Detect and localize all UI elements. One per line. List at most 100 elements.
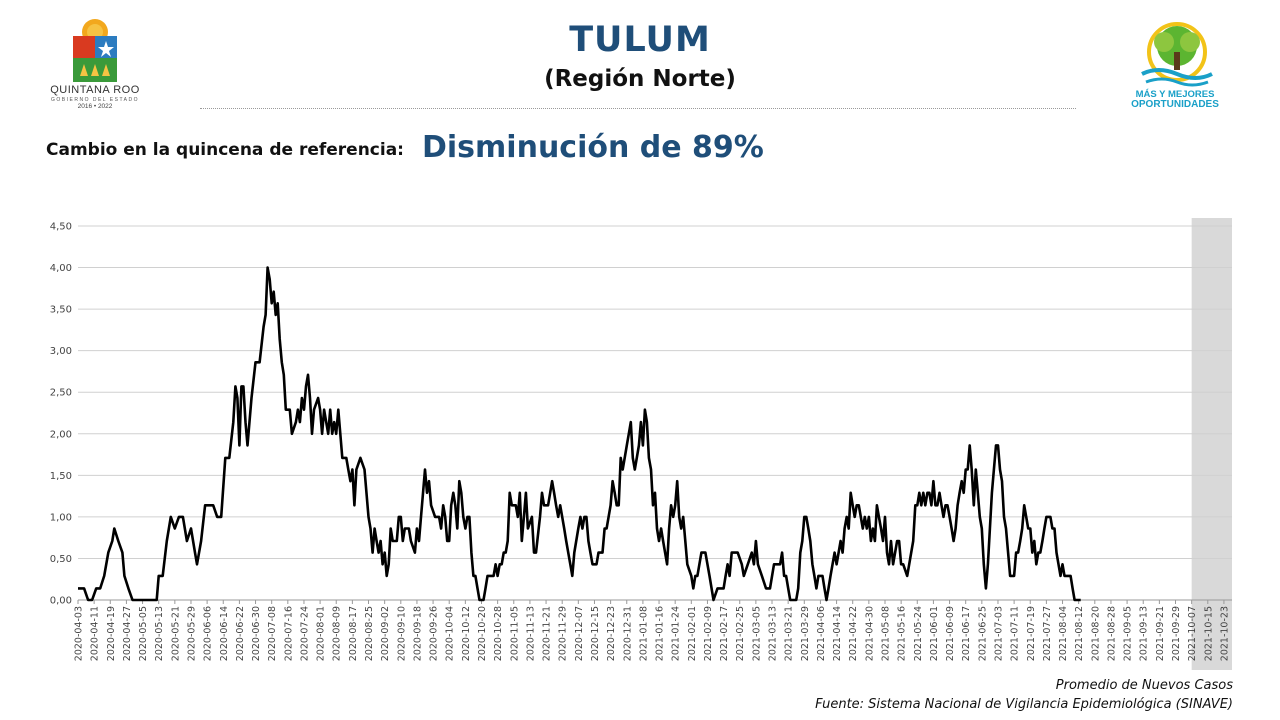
x-tick-label: 2021-05-24 <box>913 606 924 661</box>
series-line <box>78 266 1081 602</box>
logo-right-line1: MÁS Y MEJORES <box>1135 89 1215 100</box>
x-tick-label: 2020-06-30 <box>251 606 262 661</box>
x-tick-label: 2021-04-06 <box>816 606 827 661</box>
x-tick-label: 2020-04-11 <box>90 606 101 661</box>
x-tick-label: 2020-06-22 <box>235 606 246 661</box>
x-tick-label: 2020-05-13 <box>154 606 165 661</box>
chart-note: Promedio de Nuevos Casos <box>1055 678 1233 693</box>
y-tick-label: 3,00 <box>50 346 72 357</box>
source-note: Fuente: Sistema Nacional de Vigilancia E… <box>815 697 1233 712</box>
x-tick-label: 2020-09-02 <box>380 606 391 661</box>
x-tick-label: 2021-03-21 <box>784 606 795 661</box>
change-label: Cambio en la quincena de referencia: <box>46 140 404 160</box>
x-tick-label: 2020-11-05 <box>509 606 520 661</box>
x-tick-label: 2021-08-12 <box>1074 606 1085 661</box>
x-tick-label: 2020-08-01 <box>316 606 327 661</box>
x-tick-label: 2020-07-16 <box>283 606 294 661</box>
x-tick-label: 2020-05-05 <box>138 606 149 661</box>
x-tick-label: 2020-12-31 <box>622 606 633 661</box>
x-tick-label: 2021-07-03 <box>993 606 1004 661</box>
page-title: TULUM <box>569 20 711 60</box>
x-tick-label: 2021-04-14 <box>832 606 843 661</box>
logo-right-line2: OPORTUNIDADES <box>1131 99 1219 110</box>
x-tick-label: 2020-05-21 <box>170 606 181 661</box>
x-tick-label: 2020-08-09 <box>332 606 343 661</box>
tree-logo-icon <box>1141 22 1213 87</box>
x-tick-label: 2020-10-04 <box>445 606 456 661</box>
x-tick-label: 2020-08-25 <box>364 606 375 661</box>
x-tick-label: 2021-08-20 <box>1090 606 1101 661</box>
y-tick-label: 1,00 <box>50 512 72 523</box>
x-tick-label: 2020-12-07 <box>574 606 585 661</box>
x-tick-label: 2021-05-08 <box>880 606 891 661</box>
x-tick-label: 2021-06-09 <box>945 606 956 661</box>
change-value: Disminución de 89% <box>422 130 764 165</box>
x-tick-label: 2020-05-29 <box>186 606 197 661</box>
x-tick-label: 2020-10-20 <box>477 606 488 661</box>
x-tick-label: 2021-03-29 <box>800 606 811 661</box>
x-tick-label: 2021-01-16 <box>655 606 666 661</box>
x-tick-label: 2021-03-13 <box>768 606 779 661</box>
page-subtitle: (Región Norte) <box>544 66 736 92</box>
x-tick-label: 2021-02-09 <box>703 606 714 661</box>
x-tick-label: 2021-01-08 <box>638 606 649 661</box>
x-tick-label: 2020-06-14 <box>219 606 230 661</box>
x-tick-label: 2021-04-22 <box>848 606 859 661</box>
x-tick-label: 2021-06-17 <box>961 606 972 661</box>
x-tick-label: 2021-02-01 <box>687 606 698 661</box>
header-divider <box>200 108 1076 109</box>
x-tick-label: 2020-09-18 <box>412 606 423 661</box>
shaded-region <box>1191 218 1232 670</box>
x-tick-label: 2020-11-29 <box>558 606 569 661</box>
y-tick-label: 3,50 <box>50 305 72 316</box>
x-tick-label: 2021-02-25 <box>735 606 746 661</box>
x-tick-label: 2021-08-28 <box>1106 606 1117 661</box>
x-tick-label: 2020-11-13 <box>525 606 536 661</box>
quintana-roo-shield-icon <box>73 19 117 82</box>
x-tick-label: 2021-04-30 <box>864 606 875 661</box>
x-tick-label: 2021-07-11 <box>1010 606 1021 661</box>
x-tick-label: 2020-10-12 <box>461 606 472 661</box>
x-tick-label: 2021-09-29 <box>1171 606 1182 661</box>
y-tick-label: 2,50 <box>50 388 72 399</box>
x-tick-label: 2020-09-10 <box>396 606 407 661</box>
y-tick-label: 4,50 <box>50 222 72 233</box>
x-tick-label: 2021-07-27 <box>1042 606 1053 661</box>
x-tick-label: 2021-10-23 <box>1219 606 1230 661</box>
x-tick-label: 2020-04-19 <box>106 606 117 661</box>
x-tick-label: 2021-10-15 <box>1203 606 1214 661</box>
x-tick-label: 2021-02-17 <box>719 606 730 661</box>
logo-left-years: 2016 • 2022 <box>77 103 113 110</box>
y-tick-label: 2,00 <box>50 429 72 440</box>
x-tick-label: 2021-06-01 <box>929 606 940 661</box>
x-tick-label: 2021-01-24 <box>671 606 682 661</box>
y-tick-label: 4,00 <box>50 263 72 274</box>
mas-y-mejores-oportunidades-logo <box>1128 22 1226 92</box>
x-tick-label: 2020-04-27 <box>122 606 133 661</box>
x-tick-label: 2020-04-03 <box>74 606 85 661</box>
x-tick-label: 2021-10-07 <box>1187 606 1198 661</box>
x-tick-label: 2020-12-23 <box>606 606 617 661</box>
x-tick-label: 2020-11-21 <box>542 606 553 661</box>
chart-area: 0,00 0,50 1,00 1,50 2,00 2,50 3,00 3,50 4,00 4,50… <box>0 210 1280 680</box>
x-tick-label: 2021-05-16 <box>897 606 908 661</box>
x-tick-label: 2020-07-08 <box>267 606 278 661</box>
x-tick-label: 2021-09-13 <box>1139 606 1150 661</box>
x-tick-label: 2021-03-05 <box>751 606 762 661</box>
y-tick-label: 0,00 <box>50 596 72 607</box>
y-tick-label: 1,50 <box>50 471 72 482</box>
x-tick-label: 2021-07-19 <box>1026 606 1037 661</box>
logo-left-sub: GOBIERNO DEL ESTADO <box>51 97 139 103</box>
y-tick-label: 0,50 <box>50 554 72 565</box>
x-tick-label: 2020-09-26 <box>429 606 440 661</box>
x-tick-label: 2020-08-17 <box>348 606 359 661</box>
x-tick-label: 2020-07-24 <box>299 606 310 661</box>
x-tick-label: 2020-12-15 <box>590 606 601 661</box>
x-tick-label: 2021-09-21 <box>1155 606 1166 661</box>
x-tick-label: 2020-10-28 <box>493 606 504 661</box>
quintana-roo-logo <box>40 18 150 114</box>
logo-left-name: QUINTANA ROO <box>50 84 140 96</box>
line-chart: 0,00 0,50 1,00 1,50 2,00 2,50 3,00 3,50 4,00 4,50… <box>50 218 1232 670</box>
x-tick-label: 2021-08-04 <box>1058 606 1069 661</box>
x-tick-label: 2021-09-05 <box>1123 606 1134 661</box>
